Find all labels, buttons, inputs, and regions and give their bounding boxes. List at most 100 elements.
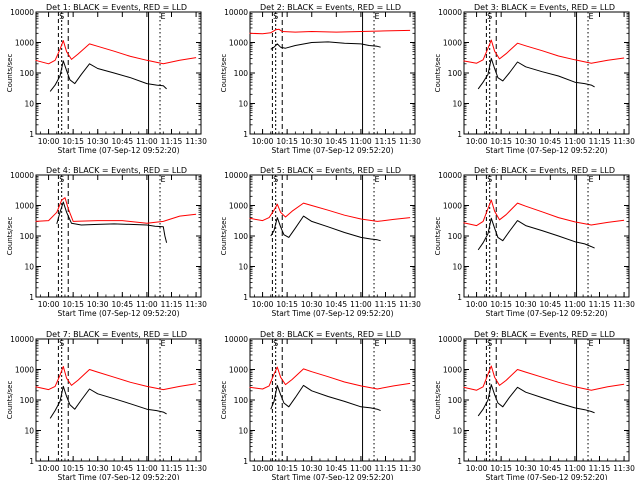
lld-series-line — [249, 202, 411, 222]
y-axis-label: Counts/sec — [6, 217, 14, 256]
start-marker-label: S — [59, 175, 64, 184]
y-tick-label: 10000 — [10, 171, 34, 180]
y-tick-label: 10 — [238, 263, 248, 272]
x-tick-label: 10:15 — [490, 300, 512, 309]
x-tick-label: 11:00 — [564, 137, 586, 146]
events-series-line — [270, 384, 381, 412]
y-tick-label: 100 — [448, 396, 463, 405]
lld-series-line — [249, 28, 411, 35]
y-tick-label: 10000 — [438, 335, 462, 344]
x-tick-label: 10:15 — [276, 137, 298, 146]
x-tick-label: 11:00 — [350, 464, 372, 473]
y-tick-label: 10 — [24, 427, 34, 436]
start-marker-label: S — [273, 12, 278, 21]
start-marker-label: S — [487, 175, 492, 184]
y-tick-label: 1000 — [15, 366, 34, 375]
x-tick-label: 10:00 — [466, 137, 488, 146]
x-tick-label: 10:30 — [515, 464, 537, 473]
panel-title: Det 7: BLACK = Events, RED = LLD — [46, 330, 187, 339]
y-axis-label: Counts/sec — [220, 381, 228, 420]
lld-series-line — [463, 199, 625, 227]
panel-title: Det 6: BLACK = Events, RED = LLD — [474, 166, 615, 175]
x-tick-label: 10:00 — [38, 300, 60, 309]
x-tick-label: 11:15 — [161, 300, 183, 309]
x-tick-label: 10:30 — [87, 464, 109, 473]
start-marker-label: S — [487, 339, 492, 348]
lld-series-line — [35, 197, 197, 224]
plot-frame — [463, 174, 630, 298]
x-tick-label: 11:30 — [185, 137, 207, 146]
y-tick-label: 1000 — [443, 202, 462, 211]
y-tick-label: 10000 — [10, 8, 34, 17]
x-tick-label: 10:30 — [515, 300, 537, 309]
end-marker-label: E — [160, 175, 165, 184]
y-tick-label: 1000 — [443, 39, 462, 48]
x-tick-label: 10:15 — [62, 137, 84, 146]
y-tick-label: 100 — [448, 69, 463, 78]
start-marker-label: S — [273, 339, 278, 348]
y-tick-label: 1 — [29, 130, 34, 139]
y-axis-label: Counts/sec — [434, 217, 442, 256]
x-tick-label: 11:30 — [185, 464, 207, 473]
x-tick-label: 11:30 — [613, 300, 635, 309]
panel-title: Det 4: BLACK = Events, RED = LLD — [46, 166, 187, 175]
y-tick-label: 10000 — [224, 335, 248, 344]
y-tick-label: 100 — [234, 232, 249, 241]
y-tick-label: 1 — [243, 293, 248, 302]
events-series-line — [477, 217, 595, 251]
panel-title: Det 1: BLACK = Events, RED = LLD — [46, 3, 187, 12]
y-tick-label: 10 — [238, 100, 248, 109]
y-axis-label: Counts/sec — [6, 381, 14, 420]
x-tick-label: 10:00 — [466, 464, 488, 473]
x-tick-label: 10:30 — [87, 300, 109, 309]
x-tick-label: 10:15 — [276, 464, 298, 473]
y-tick-label: 1 — [243, 130, 248, 139]
x-tick-label: 11:00 — [136, 300, 158, 309]
panel-title: Det 8: BLACK = Events, RED = LLD — [260, 330, 401, 339]
y-axis-label: Counts/sec — [434, 54, 442, 93]
lld-series-line — [463, 365, 625, 391]
x-tick-label: 10:00 — [252, 464, 274, 473]
events-series-line — [270, 41, 381, 50]
y-tick-label: 10 — [452, 100, 462, 109]
panel-title: Det 5: BLACK = Events, RED = LLD — [260, 166, 401, 175]
x-axis-label: Start Time (07-Sep-12 09:52:20) — [58, 146, 180, 155]
x-axis-label: Start Time (07-Sep-12 09:52:20) — [58, 309, 180, 318]
start-marker-label: S — [487, 12, 492, 21]
y-axis-label: Counts/sec — [6, 54, 14, 93]
start-marker-label: S — [59, 339, 64, 348]
x-tick-label: 10:45 — [540, 300, 562, 309]
y-tick-label: 100 — [234, 69, 249, 78]
plot-frame — [463, 338, 630, 462]
x-tick-label: 11:15 — [161, 137, 183, 146]
x-tick-label: 11:30 — [185, 300, 207, 309]
x-tick-label: 10:45 — [540, 137, 562, 146]
y-tick-label: 1000 — [229, 202, 248, 211]
y-axis-label: Counts/sec — [434, 381, 442, 420]
x-tick-label: 11:15 — [161, 464, 183, 473]
y-axis-label: Counts/sec — [220, 54, 228, 93]
lld-series-line — [463, 39, 625, 64]
end-marker-label: E — [374, 12, 379, 21]
end-marker-label: E — [160, 12, 165, 21]
end-marker-label: E — [374, 175, 379, 184]
panel-det-2: Det 2: BLACK = Events, RED = LLD 1 10 100 10… — [220, 3, 421, 155]
x-tick-label: 11:30 — [613, 464, 635, 473]
x-axis-label: Start Time (07-Sep-12 09:52:20) — [272, 309, 394, 318]
y-tick-label: 10 — [452, 427, 462, 436]
y-axis-label: Counts/sec — [220, 217, 228, 256]
panel-title: Det 9: BLACK = Events, RED = LLD — [474, 330, 615, 339]
x-tick-label: 11:15 — [375, 137, 397, 146]
panel-det-3: Det 3: BLACK = Events, RED = LLD 1 10 100 10… — [434, 3, 635, 155]
x-tick-label: 11:00 — [136, 137, 158, 146]
x-tick-label: 10:30 — [87, 137, 109, 146]
x-axis-label: Start Time (07-Sep-12 09:52:20) — [486, 473, 608, 480]
x-tick-label: 10:45 — [326, 464, 348, 473]
x-tick-label: 10:45 — [326, 300, 348, 309]
y-tick-label: 10 — [24, 100, 34, 109]
x-tick-label: 10:15 — [276, 300, 298, 309]
y-tick-label: 1 — [29, 457, 34, 466]
y-tick-label: 100 — [20, 232, 35, 241]
y-tick-label: 1000 — [15, 202, 34, 211]
